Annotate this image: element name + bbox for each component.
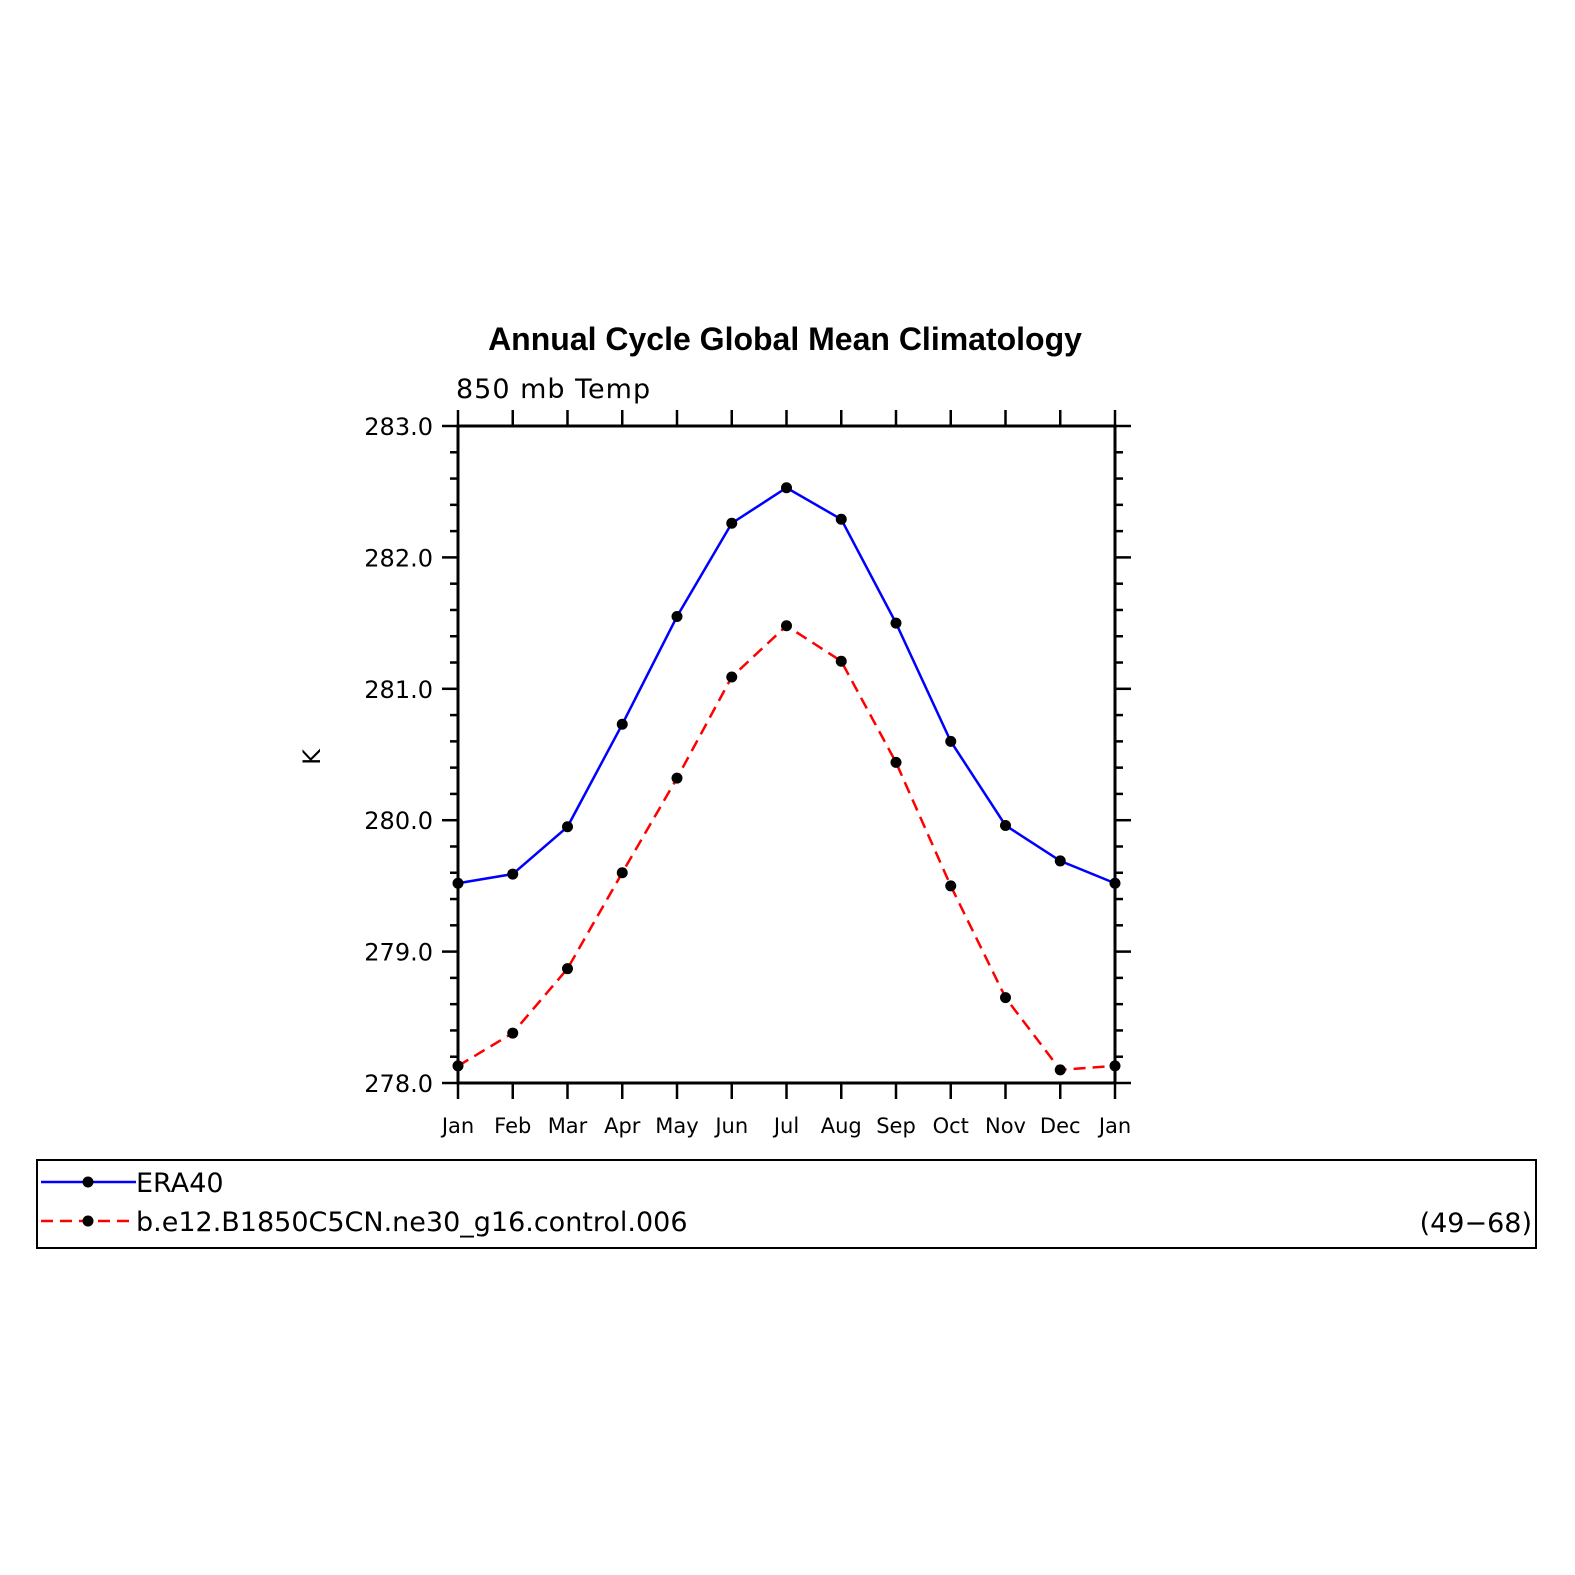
x-tick-label: Mar [548,1114,588,1138]
series-2-point [1000,992,1011,1004]
legend-label-1: ERA40 [136,1168,224,1199]
legend-marker-1 [82,1176,94,1188]
legend-marker-2 [82,1215,94,1227]
y-tick-label: 281.0 [364,676,433,704]
y-tick-label: 283.0 [364,413,433,441]
series-1-point [1000,819,1011,831]
chart-subtitle: 850 mb Temp [456,374,651,405]
series-1-point [562,821,573,833]
legend-label-2: b.e12.B1850C5CN.ne30_g16.control.006 [136,1207,688,1238]
plot-frame [456,424,1117,1085]
y-tick-label: 278.0 [364,1070,433,1098]
series-2-point [781,620,792,632]
series-2-point [507,1027,519,1039]
y-axis-label: K [298,748,326,765]
x-tick-label: Jun [713,1114,748,1138]
x-tick-label: Dec [1040,1114,1081,1138]
y-tick-label: 282.0 [364,544,433,572]
series-2-point [890,756,902,768]
x-tick-label: Aug [821,1114,862,1138]
x-tick-label: Jul [772,1114,799,1138]
series-1-point [1054,855,1066,867]
x-tick-label: Jan [1097,1114,1131,1138]
series-line-1 [457,486,1116,885]
series-2-point [726,671,738,683]
series-1-point [616,718,628,730]
plot-marks [452,482,1121,1076]
y-tick-label: 279.0 [364,939,433,967]
legend: ERA40 b.e12.B1850C5CN.ne30_g16.control.00… [41,1168,688,1238]
series-2-point [945,880,957,892]
legend-note: (49−68) [1420,1208,1532,1239]
x-tick-label: Apr [604,1114,641,1138]
series-1-point [945,735,957,747]
x-tick-label: Nov [985,1114,1026,1138]
series-1-point [507,868,519,880]
series-2-point [616,867,628,879]
axes: 278.0 279.0 280.0 281.0 282.0 283.0 Jan Feb Mar A… [364,410,1131,1138]
series-1-point [671,611,683,623]
series-1-point [781,482,792,494]
series-1-point [890,617,902,629]
legend-box [36,1159,1537,1249]
x-tick-label: Sep [876,1114,916,1138]
y-tick-label: 280.0 [364,807,433,835]
series-2-point [835,655,847,667]
x-tick-label: Feb [494,1114,531,1138]
series-2-point [562,963,573,975]
x-tick-label: Jan [440,1114,474,1138]
chart-title: Annual Cycle Global Mean Climatology [488,321,1082,357]
series-1-point [835,513,847,525]
series-line-2 [457,624,1116,1072]
series-1-point [726,517,738,529]
x-tick-label: May [655,1114,698,1138]
series-2-point [1054,1064,1066,1076]
x-tick-label: Oct [933,1114,969,1138]
series-2-point [671,772,683,784]
